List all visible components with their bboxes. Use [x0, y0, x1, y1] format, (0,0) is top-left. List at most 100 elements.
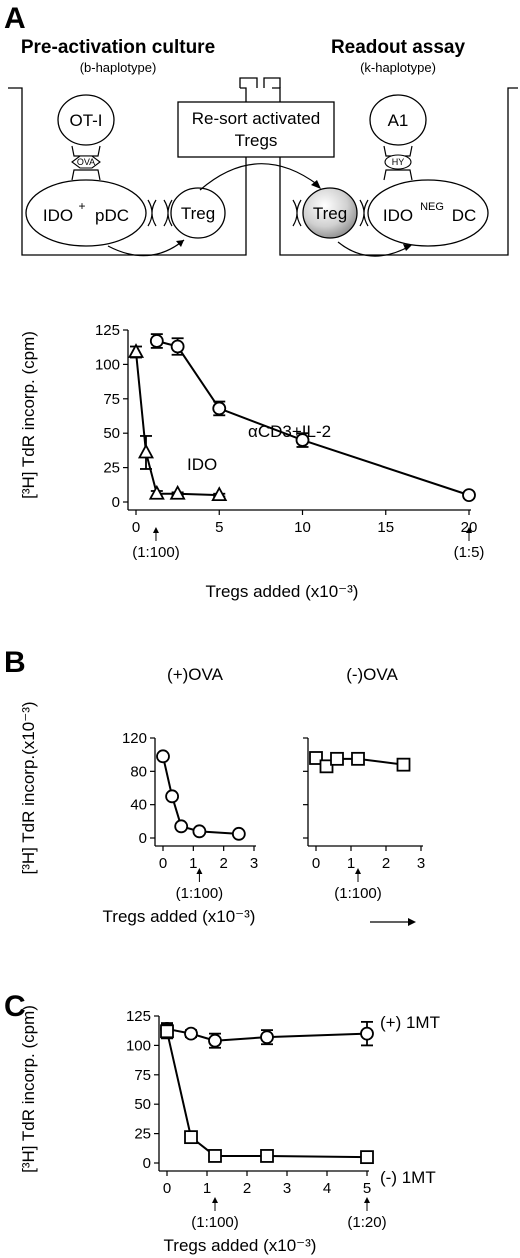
ido-pdc-rest: pDC — [95, 206, 129, 225]
series--1mt — [160, 1020, 374, 1049]
data-point — [309, 751, 323, 765]
x-tick-label: 15 — [377, 519, 394, 536]
activation-arrow-left — [107, 239, 185, 257]
transfer-arrow — [199, 163, 319, 191]
well-notch-right — [263, 77, 281, 88]
ot1-label: OT-I — [69, 111, 102, 130]
y-tick-label: 25 — [103, 460, 120, 477]
series-ido — [127, 343, 228, 502]
data-point — [184, 1130, 198, 1145]
x-axis-label: Tregs added (x10⁻³) — [164, 1236, 317, 1255]
ratio-arrow-head — [196, 868, 203, 874]
y-tick-label: 50 — [134, 1096, 151, 1113]
ido-neg-main: IDO — [383, 206, 413, 225]
y-tick-label: 0 — [139, 830, 147, 847]
left-synapse — [147, 199, 157, 227]
y-tick-label: 50 — [103, 425, 120, 442]
treg-left-label: Treg — [181, 204, 215, 223]
y-tick-label: 120 — [122, 730, 147, 747]
data-point — [148, 484, 165, 500]
data-point — [149, 334, 164, 348]
x-tick-label: 0 — [312, 855, 320, 872]
right-synapse — [359, 199, 369, 227]
x-tick-label: 10 — [294, 519, 311, 536]
x-tick-label: 2 — [219, 855, 227, 872]
panel-letter-c: C — [4, 990, 26, 1023]
long-arrow-head — [408, 918, 416, 926]
x-tick-label: 2 — [243, 1180, 251, 1197]
well-notch — [239, 77, 258, 88]
series-label-plus-1mt: (+) 1MT — [380, 1013, 440, 1032]
data-point — [351, 751, 365, 766]
data-point — [137, 443, 155, 459]
data-point — [462, 488, 476, 503]
ratio-arrow-head — [152, 527, 159, 533]
data-point — [319, 759, 334, 774]
x-tick-label: 1 — [203, 1180, 211, 1197]
data-point — [260, 1030, 274, 1045]
x-tick-label: 5 — [215, 519, 223, 536]
data-point — [208, 1149, 222, 1163]
y-tick-label: 100 — [95, 356, 120, 373]
y-tick-label: 75 — [134, 1067, 151, 1084]
y-tick-label: 25 — [134, 1126, 151, 1143]
data-point — [192, 824, 207, 839]
ova-peptide — [71, 155, 101, 169]
left-synapse-2 — [163, 199, 173, 227]
y-tick-label: 40 — [130, 797, 147, 814]
x-tick-label: 3 — [417, 855, 425, 872]
a1-cell — [369, 94, 427, 146]
y-tick-label: 125 — [95, 322, 120, 339]
data-point — [127, 343, 145, 358]
x-tick-label: 0 — [159, 855, 167, 872]
ido-neg-dc-cell — [367, 179, 489, 247]
ratio-label: (1:5) — [454, 544, 485, 561]
right-well — [272, 87, 518, 256]
data-point — [156, 749, 170, 764]
data-point — [231, 826, 246, 841]
ot1-cell — [57, 94, 115, 146]
data-point — [330, 751, 344, 766]
y-axis-label: [³H] TdR incorp. (cpm) — [19, 331, 38, 499]
panel-letter-a: A — [4, 2, 26, 35]
data-point — [170, 339, 185, 354]
series-0 — [156, 749, 246, 841]
resort-label-line2: Tregs — [235, 131, 278, 150]
ido-pdc-cell — [25, 179, 147, 247]
y-axis-label: [³H] TdR incorp.(x10⁻³) — [19, 701, 38, 874]
tcr-receptor — [71, 145, 101, 157]
series--1mt — [160, 1023, 374, 1165]
x-tick-label: 2 — [382, 855, 390, 872]
data-point — [295, 433, 310, 447]
y-tick-label: 125 — [126, 1008, 151, 1025]
data-point — [211, 486, 228, 502]
suppression-arrow-right — [337, 241, 411, 257]
chart-c: 0 25 50 75 100 125 0 1 2 3 4 5 (1:100) (1:20) [³H] TdR… — [19, 1005, 387, 1255]
series-0 — [309, 751, 411, 774]
readout-subtitle: (k-haplotype) — [360, 60, 436, 75]
data-point — [208, 1033, 222, 1048]
panel-b-title-plus: (+)OVA — [167, 665, 224, 684]
arrowhead-left — [176, 240, 184, 247]
hy-label: HY — [392, 157, 405, 167]
ratio-arrow-head — [355, 868, 361, 874]
x-tick-label: 3 — [283, 1180, 291, 1197]
ratio-label: (1:100) — [334, 885, 382, 902]
ratio-arrow-head — [212, 1197, 218, 1203]
series-label-minus-1mt: (-) 1MT — [380, 1168, 436, 1187]
data-point — [360, 1150, 374, 1165]
ratio-arrow-head — [364, 1197, 370, 1203]
mhc-molecule-right — [383, 169, 413, 181]
series-label-ido: IDO — [187, 455, 217, 474]
right-synapse-outer — [292, 199, 302, 227]
a1-label: A1 — [388, 111, 409, 130]
x-axis-label: Tregs added (x10⁻³) — [103, 907, 256, 926]
charts-layer: 025507510012505101520(1:100)(1:5)[³H] Td… — [19, 322, 484, 1255]
resort-label-line1: Re-sort activated — [192, 109, 321, 128]
data-point — [260, 1149, 274, 1163]
treg-cell-left — [170, 187, 226, 239]
y-tick-label: 100 — [126, 1037, 151, 1054]
data-point — [174, 819, 189, 834]
resort-box — [177, 101, 335, 158]
x-tick-label: 0 — [163, 1180, 171, 1197]
